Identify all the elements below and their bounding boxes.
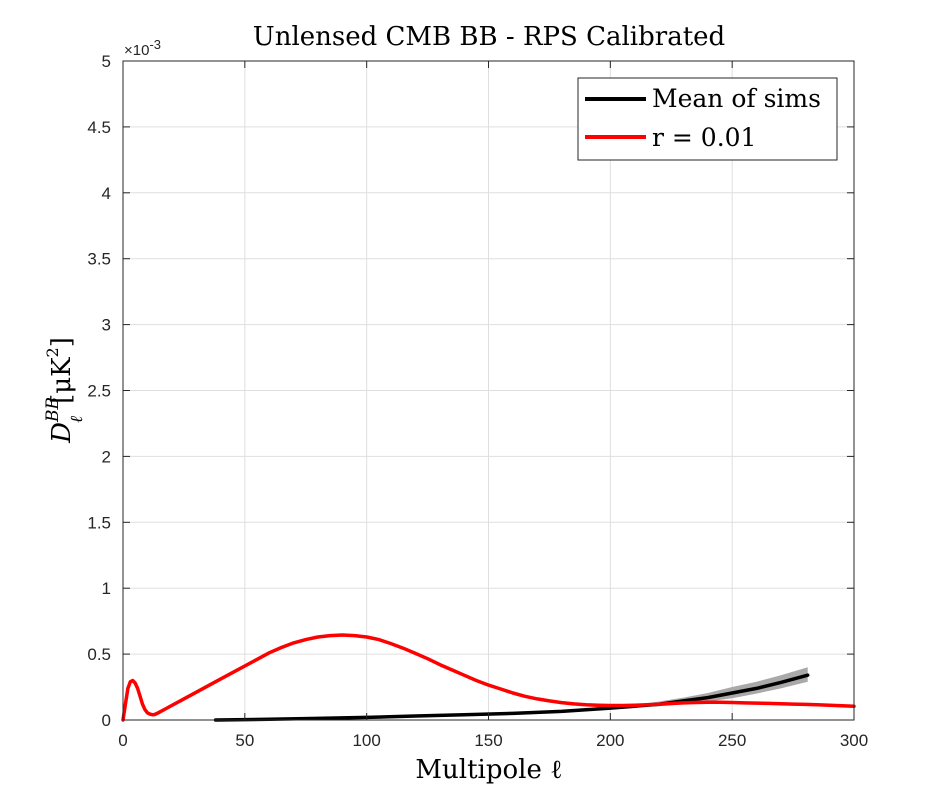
y-axis-title-sub: ℓ (67, 416, 87, 423)
y-axis-title-sup: BB (43, 397, 63, 423)
y-exponent-label: ×10-3 (124, 37, 161, 59)
y-tick-label: 5 (102, 52, 111, 71)
y-axis-title-unit-sup: 2 (43, 347, 62, 357)
series-lines (121, 633, 856, 722)
y-exponent-power: -3 (149, 37, 161, 52)
legend: Mean of sims r = 0.01 (577, 77, 838, 161)
legend-label-r-0-01: r = 0.01 (652, 123, 756, 152)
y-axis-ticks: 0 0.5 1 1.5 2 2.5 3 3.5 4 4.5 5 (87, 52, 854, 730)
y-tick-label: 4 (102, 184, 111, 203)
x-tick-label: 250 (718, 731, 746, 750)
y-tick-label: 2 (102, 447, 111, 466)
y-tick-label: 0 (102, 711, 111, 730)
x-tick-label: 200 (596, 731, 624, 750)
x-tick-label: 0 (118, 731, 127, 750)
y-axis-title-unit: [μK (47, 357, 77, 404)
series-line-mean-of-sims (213, 673, 810, 722)
chart-title: Unlensed CMB BB - RPS Calibrated (253, 22, 725, 52)
x-tick-label: 300 (840, 731, 868, 750)
y-tick-label: 0.5 (87, 645, 111, 664)
series-line-r-0-01 (121, 633, 856, 722)
y-axis-title-main: D (47, 422, 77, 444)
x-tick-label: 150 (474, 731, 502, 750)
y-tick-label: 1 (102, 579, 111, 598)
y-tick-label: 3 (102, 316, 111, 335)
x-axis-ticks: 0 50 100 150 200 250 300 (118, 61, 868, 750)
y-tick-label: 1.5 (87, 513, 111, 532)
legend-label-mean-of-sims: Mean of sims (652, 84, 821, 113)
x-tick-label: 50 (235, 731, 254, 750)
x-axis-title: Multipole ℓ (415, 755, 562, 785)
y-tick-label: 4.5 (87, 118, 111, 137)
grid-lines (123, 61, 854, 720)
y-tick-label: 2.5 (87, 382, 111, 401)
x-tick-label: 100 (352, 731, 380, 750)
y-axis-title-unit-close: ] (47, 337, 77, 347)
y-axis-title: DBB ℓ [μK2] (43, 337, 87, 444)
legend-box (577, 77, 838, 161)
y-tick-label: 3.5 (87, 250, 111, 269)
